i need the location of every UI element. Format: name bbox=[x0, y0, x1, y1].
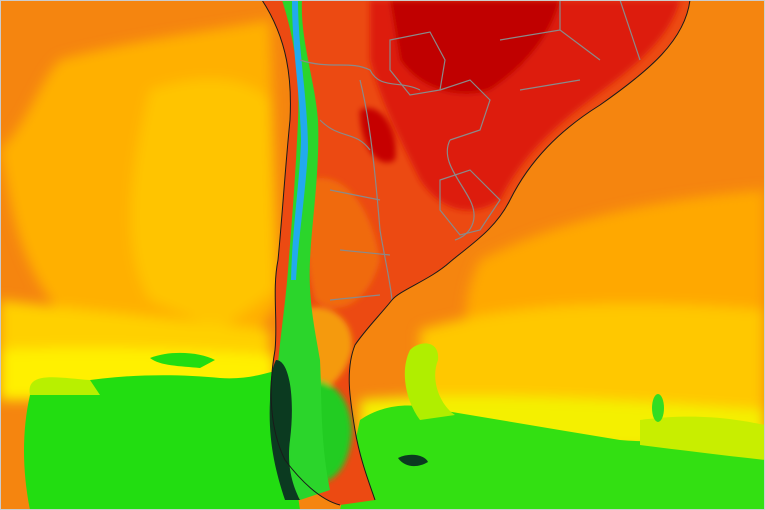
land-dark-red bbox=[390, 0, 560, 94]
islands bbox=[398, 454, 428, 467]
ocean-green-tongue bbox=[404, 343, 455, 420]
ocean-yellow bbox=[131, 79, 275, 330]
ocean-green-spot bbox=[652, 394, 664, 422]
fjords-dark bbox=[269, 360, 300, 500]
border bbox=[319, 119, 391, 301]
border bbox=[439, 79, 491, 141]
ocean-green-east-edge bbox=[640, 416, 765, 460]
border bbox=[499, 0, 641, 91]
border bbox=[439, 169, 501, 236]
border bbox=[446, 139, 475, 241]
coastline bbox=[261, 0, 691, 506]
andes-peaks bbox=[291, 0, 308, 280]
border bbox=[359, 79, 393, 301]
borders bbox=[299, 0, 641, 301]
ocean-green-edge bbox=[29, 377, 101, 395]
ocean-green-east bbox=[340, 405, 765, 510]
land-orange bbox=[306, 178, 380, 308]
andes-green bbox=[275, 0, 330, 500]
ocean-green-west bbox=[24, 370, 300, 510]
ocean-green-patch bbox=[150, 352, 215, 368]
